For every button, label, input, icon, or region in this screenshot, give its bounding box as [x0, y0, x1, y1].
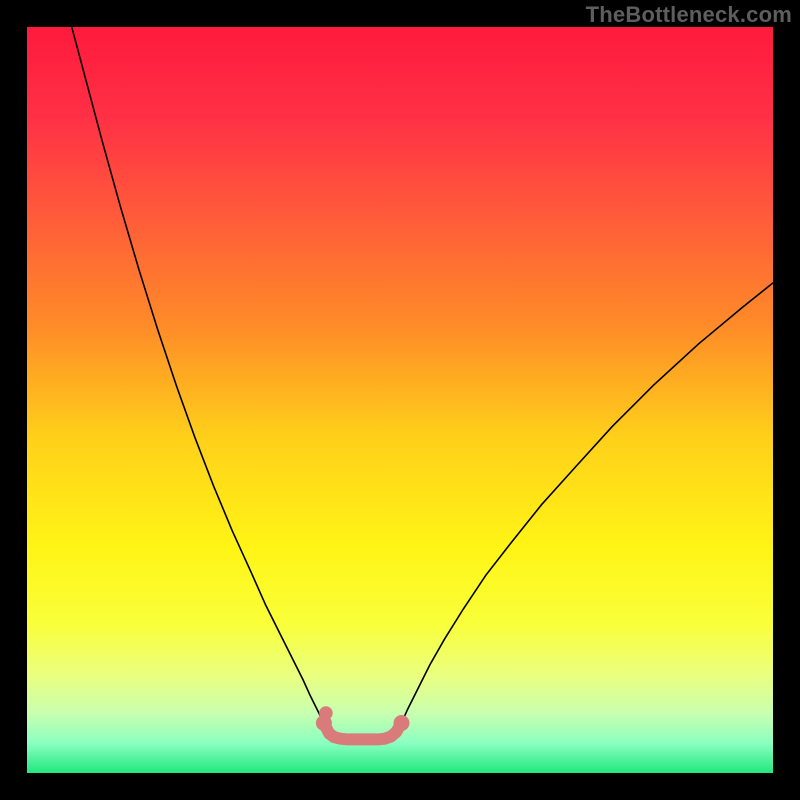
- watermark-text: TheBottleneck.com: [586, 2, 792, 28]
- marker-extra-dot: [319, 706, 333, 720]
- chart-container: TheBottleneck.com: [0, 0, 800, 800]
- chart-svg: [27, 27, 773, 773]
- chart-background: [27, 27, 773, 773]
- marker-end-dot-right: [393, 715, 409, 731]
- plot-area: [27, 27, 773, 773]
